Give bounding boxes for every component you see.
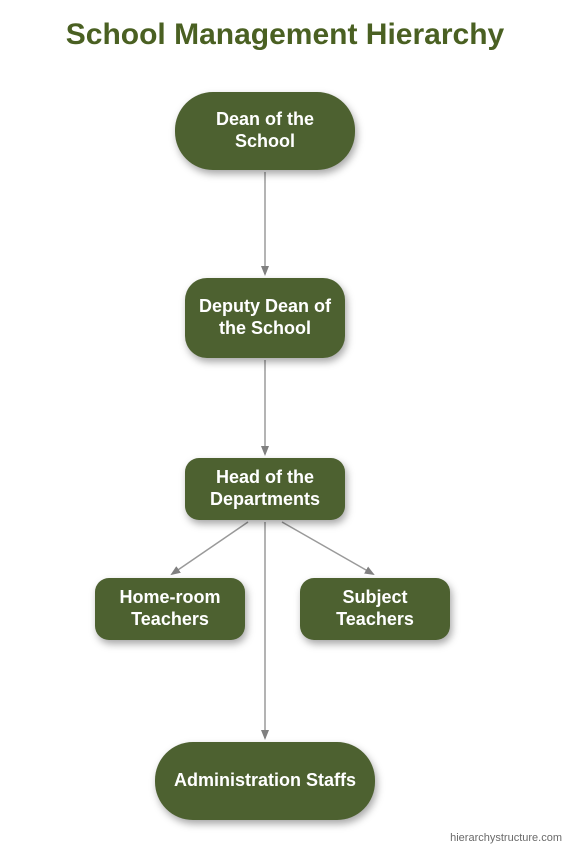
node-deputy: Deputy Dean of the School	[185, 278, 345, 358]
node-hod: Head of the Departments	[185, 458, 345, 520]
edge-hod-to-home	[172, 522, 248, 574]
edge-hod-to-subject	[282, 522, 373, 574]
node-home: Home-room Teachers	[95, 578, 245, 640]
node-dean: Dean of the School	[175, 92, 355, 170]
node-admin: Administration Staffs	[155, 742, 375, 820]
page-title: School Management Hierarchy	[0, 18, 570, 52]
node-subject: Subject Teachers	[300, 578, 450, 640]
footer-credit: hierarchystructure.com	[450, 832, 562, 844]
